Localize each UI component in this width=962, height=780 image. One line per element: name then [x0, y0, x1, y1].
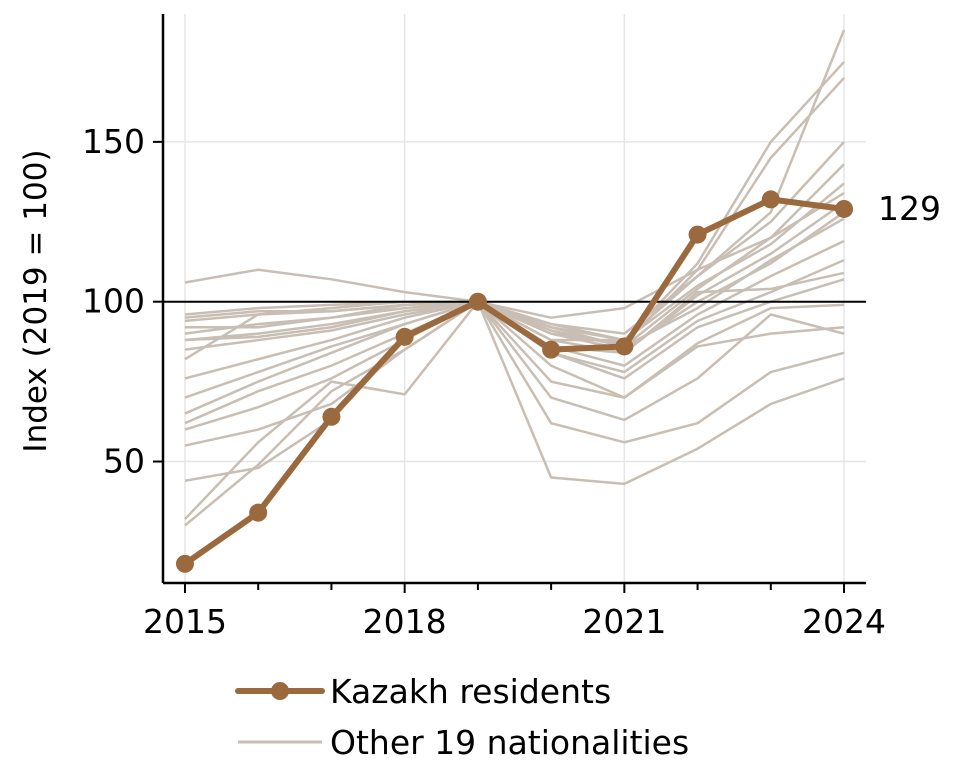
other-nationalities-lines — [184, 29, 846, 527]
kazakh-residents-point — [615, 337, 634, 356]
kazakh-residents-point — [761, 190, 780, 209]
legend: Kazakh residents Other 19 nationalities — [235, 672, 689, 762]
kazakh-residents-point — [249, 503, 268, 522]
other-nationality-line — [184, 300, 845, 527]
kazakh-residents-point — [395, 327, 414, 346]
other-nationality-line — [184, 300, 845, 520]
x-tick-label: 2018 — [363, 602, 447, 641]
other-nationality-line — [184, 191, 845, 348]
other-nationality-line — [184, 300, 845, 447]
y-tick-label: 50 — [103, 442, 145, 481]
kazakh-residents-series — [175, 190, 854, 573]
legend-kazakh-swatch-marker — [271, 682, 289, 700]
kazakh-residents-point — [542, 340, 561, 359]
other-nationality-line — [184, 141, 845, 335]
kazakh-residents-point — [835, 199, 854, 218]
legend-others-label: Other 19 nationalities — [330, 723, 689, 762]
other-nationality-line — [184, 61, 845, 342]
other-nationality-line — [184, 300, 845, 431]
other-nationality-line — [184, 211, 845, 351]
x-tick-label: 2024 — [802, 602, 886, 641]
kazakh-residents-point — [468, 292, 487, 311]
other-nationality-line — [184, 201, 845, 355]
legend-kazakh-label: Kazakh residents — [330, 672, 611, 711]
kazakh-residents-point — [688, 225, 707, 244]
tick-labels: 2015 2018 2021 2024 50 100 150 — [82, 122, 886, 641]
kazakh-residents-line — [181, 196, 848, 567]
end-value-label: 129 — [878, 189, 941, 228]
kazakh-residents-point — [322, 407, 341, 426]
other-nationality-line — [184, 217, 845, 361]
y-tick-label: 100 — [82, 282, 145, 321]
y-axis-title: Index (2019 = 100) — [18, 149, 54, 452]
kazakh-residents-point — [175, 554, 194, 573]
axes — [153, 14, 866, 593]
x-tick-label: 2021 — [582, 602, 666, 641]
other-nationality-line — [184, 300, 845, 482]
y-tick-label: 150 — [82, 122, 145, 161]
other-nationality-line — [184, 182, 845, 342]
x-tick-label: 2015 — [143, 602, 227, 641]
other-nationality-line — [184, 163, 845, 319]
